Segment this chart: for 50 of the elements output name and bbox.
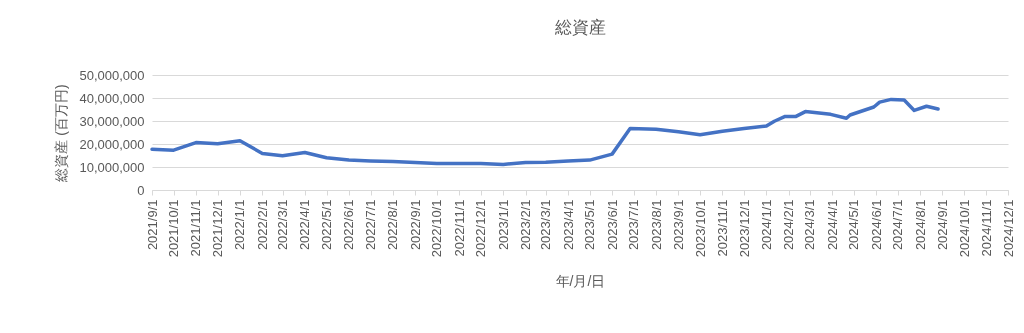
x-tick-label: 2024/9/1 bbox=[934, 199, 950, 251]
y-tick-label: 50,000,000 bbox=[79, 67, 145, 83]
x-tick-label: 2024/1/1 bbox=[758, 199, 774, 251]
x-tick-label: 2024/11/1 bbox=[978, 199, 994, 257]
x-tick-label: 2022/1/1 bbox=[232, 199, 248, 251]
y-tick-label: 10,000,000 bbox=[79, 159, 145, 175]
x-tick-label: 2022/6/1 bbox=[341, 199, 357, 251]
x-tick-label: 2022/2/1 bbox=[254, 199, 270, 251]
x-tick-label: 2023/7/1 bbox=[626, 199, 642, 251]
x-tick-label: 2024/8/1 bbox=[912, 199, 928, 251]
y-axis-title: 総資産 (百万円) bbox=[53, 84, 70, 183]
x-axis-title: 年/月/日 bbox=[555, 273, 606, 290]
x-tick-label: 2023/2/1 bbox=[518, 199, 534, 251]
x-tick-label: 2022/11/1 bbox=[451, 199, 467, 257]
x-tick-label: 2023/10/1 bbox=[692, 199, 708, 258]
x-tick-label: 2024/4/1 bbox=[824, 199, 840, 251]
x-tick-label: 2022/9/1 bbox=[407, 199, 423, 251]
y-tick-label: 30,000,000 bbox=[79, 113, 145, 129]
line-series bbox=[150, 97, 940, 167]
x-tick-label: 2023/3/1 bbox=[538, 199, 554, 251]
x-tick-label: 2022/8/1 bbox=[385, 199, 401, 251]
x-tick-label: 2021/9/1 bbox=[144, 199, 160, 251]
x-tick-label: 2024/12/1 bbox=[1000, 199, 1016, 258]
y-tick-label: 20,000,000 bbox=[79, 136, 145, 152]
x-tick-label: 2024/5/1 bbox=[846, 199, 862, 251]
x-tick-label: 2023/8/1 bbox=[648, 199, 664, 251]
x-tick-label: 2021/12/1 bbox=[210, 199, 226, 258]
x-tick-label: 2023/5/1 bbox=[582, 199, 598, 251]
x-tick-label: 2022/10/1 bbox=[429, 199, 445, 258]
x-tick-label: 2022/5/1 bbox=[319, 199, 335, 251]
x-tick-label: 2024/10/1 bbox=[956, 199, 972, 258]
y-tick-label: 0 bbox=[137, 182, 145, 198]
x-tick-label: 2024/3/1 bbox=[802, 199, 818, 251]
x-tick-label: 2024/6/1 bbox=[868, 199, 884, 251]
x-tick-label: 2023/12/1 bbox=[736, 199, 752, 258]
x-tick-label: 2024/7/1 bbox=[890, 199, 906, 251]
x-tick-label: 2023/4/1 bbox=[560, 199, 576, 251]
y-tick-label: 40,000,000 bbox=[79, 90, 145, 106]
x-tick-label: 2023/11/1 bbox=[714, 199, 730, 257]
x-tick-label: 2023/6/1 bbox=[604, 199, 620, 251]
x-tick-label: 2023/9/1 bbox=[670, 199, 686, 251]
chart-title: 総資産 bbox=[553, 18, 606, 37]
x-tick-label: 2022/12/1 bbox=[473, 199, 489, 258]
x-tick-label: 2022/7/1 bbox=[363, 199, 379, 251]
x-tick-label: 2024/2/1 bbox=[781, 199, 797, 251]
x-tick-label: 2023/1/1 bbox=[495, 199, 511, 251]
x-tick-label: 2022/4/1 bbox=[297, 199, 313, 251]
x-tick-label: 2021/10/1 bbox=[166, 199, 182, 258]
x-tick-label: 2021/11/1 bbox=[188, 199, 204, 257]
x-tick-label: 2022/3/1 bbox=[275, 199, 291, 251]
